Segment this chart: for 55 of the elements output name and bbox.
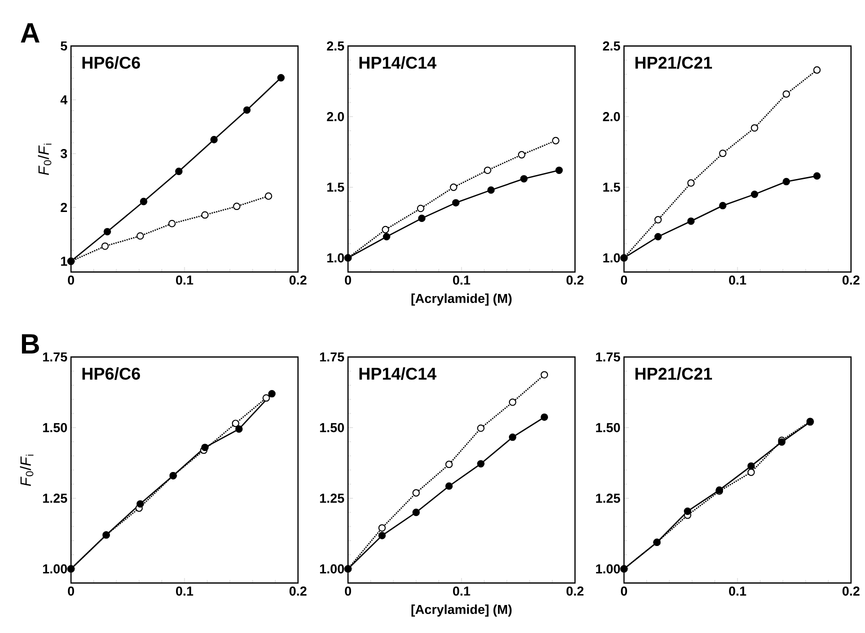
y-tick-label: 1.25	[320, 494, 344, 503]
y-tick-label: 2.5	[326, 41, 344, 51]
y-tick-label: 1.25	[43, 494, 68, 503]
x-tick-label: 0	[620, 276, 628, 285]
x-tick-label: 0.2	[842, 586, 860, 596]
chart-title: HP21/C21	[635, 367, 712, 380]
x-axis-title: [Acrylamide] (M)	[412, 604, 512, 617]
x-tick-label: 0	[620, 586, 628, 596]
x-tick-label: 0.2	[290, 586, 306, 596]
y-tick-label: 1.50	[43, 423, 67, 432]
y-tick-label: 1.50	[596, 423, 620, 432]
y-tick-label: 1.50	[320, 423, 344, 432]
text: B	[22, 334, 39, 354]
y-tick-label: 1.75	[320, 352, 344, 362]
y-tick-label: 1.75	[43, 352, 68, 362]
y-axis-title: F$_{0}$/F$_{i}$	[20, 454, 34, 486]
y-tick-label: 1.5	[603, 182, 620, 192]
y-tick-label: 1.00	[320, 564, 344, 574]
y-tick-label: 2	[60, 202, 67, 212]
y-tick-label: 5	[60, 41, 68, 51]
x-tick-label: 0	[344, 586, 352, 596]
x-tick-label: 0.1	[453, 586, 470, 596]
x-tick-label: 0	[68, 276, 74, 285]
x-tick-label: 0	[344, 276, 352, 285]
y-tick-label: 1.0	[603, 253, 620, 262]
x-tick-label: 0.1	[729, 276, 746, 285]
x-tick-label: 0.2	[566, 586, 584, 596]
y-axis-title: F$_{0}$/F$_{i}$	[38, 144, 52, 176]
chart-title: HP14/C14	[359, 56, 436, 69]
y-tick-label: 1.0	[327, 253, 344, 262]
chart-title: HP14/C14	[359, 367, 436, 380]
y-tick-label: 1.5	[327, 182, 344, 192]
y-tick-label: 1.25	[596, 494, 620, 503]
chart-title: HP6/C6	[82, 367, 140, 380]
y-tick-label: 1.00	[43, 564, 67, 574]
x-axis-title: [Acrylamide] (M)	[412, 294, 512, 306]
x-tick-label: 0.2	[842, 276, 860, 285]
x-tick-label: 0.2	[290, 276, 306, 285]
x-tick-label: 0.1	[453, 276, 470, 285]
y-tick-label: 2.0	[602, 112, 620, 122]
y-tick-label: 1	[61, 256, 68, 266]
y-tick-label: 2.0	[326, 112, 344, 122]
y-tick-label: 3	[60, 149, 68, 158]
text: A	[20, 23, 40, 42]
chart-title: HP21/C21	[635, 56, 712, 69]
y-tick-label: 2.5	[602, 41, 620, 51]
x-tick-label: 0.2	[566, 276, 584, 285]
chart-title: HP6/C6	[82, 56, 140, 69]
y-tick-label: 4	[60, 95, 68, 104]
x-tick-label: 0.1	[729, 586, 746, 596]
x-tick-label: 0	[68, 586, 74, 596]
x-tick-label: 0.1	[176, 586, 194, 596]
y-tick-label: 1.75	[596, 352, 620, 362]
x-tick-label: 0.1	[176, 276, 194, 285]
y-tick-label: 1.00	[596, 564, 620, 574]
